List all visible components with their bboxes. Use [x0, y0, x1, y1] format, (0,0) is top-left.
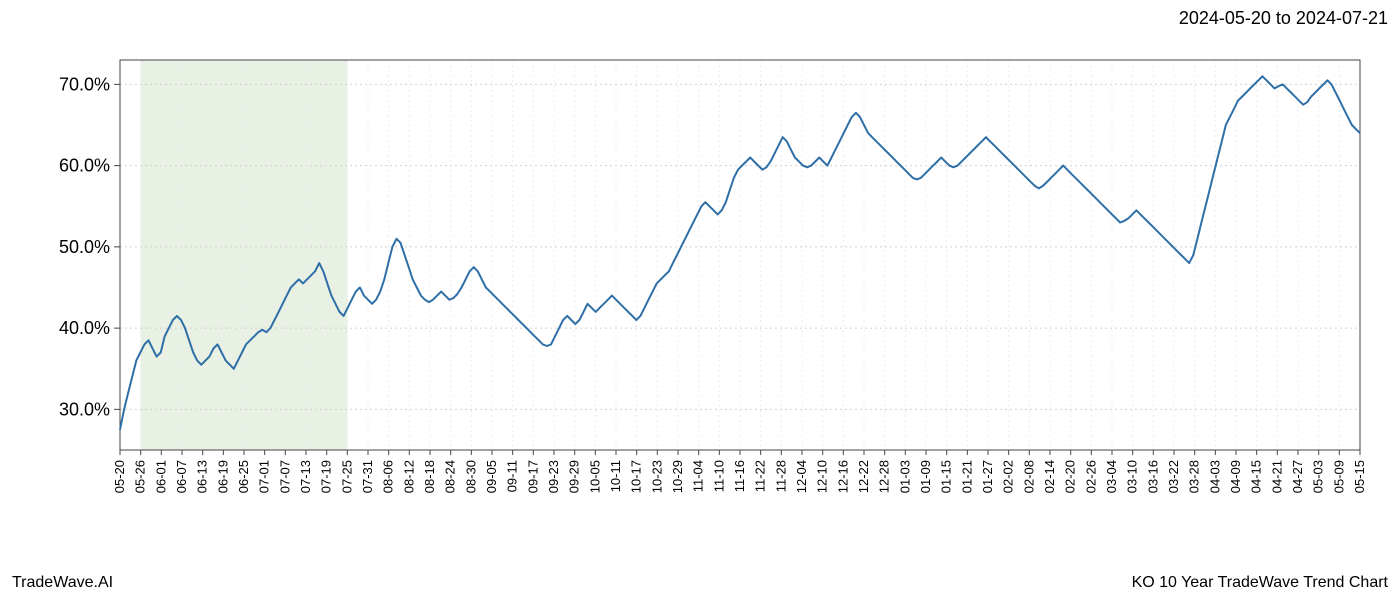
x-tick-label: 05-09	[1331, 460, 1346, 493]
x-tick-label: 03-28	[1187, 460, 1202, 493]
x-tick-label: 08-30	[463, 460, 478, 493]
x-tick-label: 12-28	[877, 460, 892, 493]
x-tick-label: 07-01	[257, 460, 272, 493]
x-tick-label: 05-15	[1352, 460, 1367, 493]
x-tick-label: 10-05	[587, 460, 602, 493]
x-tick-label: 11-10	[711, 460, 726, 492]
x-tick-label: 03-04	[1104, 460, 1119, 493]
x-tick-label: 06-25	[236, 460, 251, 493]
footer-title: KO 10 Year TradeWave Trend Chart	[1132, 574, 1388, 592]
x-tick-label: 06-07	[174, 460, 189, 493]
x-tick-label: 09-17	[525, 460, 540, 493]
x-tick-label: 12-04	[794, 460, 809, 493]
x-tick-label: 08-06	[381, 460, 396, 493]
x-tick-label: 03-22	[1166, 460, 1181, 493]
y-tick-label: 60.0%	[59, 156, 110, 176]
x-tick-label: 02-02	[1001, 460, 1016, 493]
x-tick-label: 08-12	[401, 460, 416, 493]
x-tick-label: 05-26	[133, 460, 148, 493]
x-tick-label: 06-19	[215, 460, 230, 493]
x-tick-label: 07-31	[360, 460, 375, 493]
x-tick-label: 04-21	[1269, 460, 1284, 493]
x-tick-label: 07-13	[298, 460, 313, 493]
x-tick-label: 01-03	[897, 460, 912, 493]
x-tick-label: 06-13	[195, 460, 210, 493]
x-tick-label: 12-16	[835, 460, 850, 493]
x-tick-label: 11-28	[773, 460, 788, 492]
x-tick-label: 10-23	[649, 460, 664, 493]
y-tick-label: 50.0%	[59, 237, 110, 257]
x-tick-label: 06-01	[153, 460, 168, 493]
x-tick-label: 08-24	[443, 460, 458, 493]
x-tick-label: 01-21	[959, 460, 974, 493]
x-tick-label: 09-29	[567, 460, 582, 493]
x-tick-label: 03-10	[1125, 460, 1140, 493]
x-tick-label: 05-03	[1311, 460, 1326, 493]
x-tick-label: 04-15	[1249, 460, 1264, 493]
x-tick-label: 02-26	[1083, 460, 1098, 493]
x-tick-label: 11-16	[732, 460, 747, 492]
x-tick-label: 04-03	[1207, 460, 1222, 493]
x-tick-label: 03-16	[1145, 460, 1160, 493]
x-tick-label: 10-11	[608, 460, 623, 492]
y-tick-label: 40.0%	[59, 318, 110, 338]
x-tick-label: 09-05	[484, 460, 499, 493]
x-tick-label: 07-07	[277, 460, 292, 493]
x-tick-label: 02-14	[1042, 460, 1057, 493]
x-tick-label: 12-10	[815, 460, 830, 493]
x-tick-label: 09-11	[505, 460, 520, 492]
x-tick-label: 01-15	[939, 460, 954, 493]
date-range-label: 2024-05-20 to 2024-07-21	[1179, 8, 1388, 29]
x-tick-label: 07-25	[339, 460, 354, 493]
x-tick-label: 01-09	[918, 460, 933, 493]
x-tick-label: 02-08	[1021, 460, 1036, 493]
x-tick-label: 11-04	[691, 460, 706, 492]
chart-svg: 30.0% 40.0% 50.0% 60.0% 70.0% 05-20 05-26 06-01…	[20, 50, 1380, 530]
x-tick-label: 04-09	[1228, 460, 1243, 493]
y-tick-label: 70.0%	[59, 74, 110, 94]
trend-chart: 30.0% 40.0% 50.0% 60.0% 70.0% 05-20 05-26 06-01…	[20, 50, 1380, 530]
x-tick-label: 09-23	[546, 460, 561, 493]
x-tick-label: 05-20	[112, 460, 127, 493]
x-tick-label: 10-17	[629, 460, 644, 493]
x-tick-label: 01-27	[980, 460, 995, 493]
x-tick-label: 04-27	[1290, 460, 1305, 493]
y-tick-label: 30.0%	[59, 399, 110, 419]
x-tick-label: 10-29	[670, 460, 685, 493]
footer-brand: TradeWave.AI	[12, 574, 113, 592]
x-tick-label: 07-19	[319, 460, 334, 493]
x-tick-label: 12-22	[856, 460, 871, 493]
x-tick-label: 11-22	[753, 460, 768, 492]
x-tick-label: 08-18	[422, 460, 437, 493]
x-tick-label: 02-20	[1063, 460, 1078, 493]
